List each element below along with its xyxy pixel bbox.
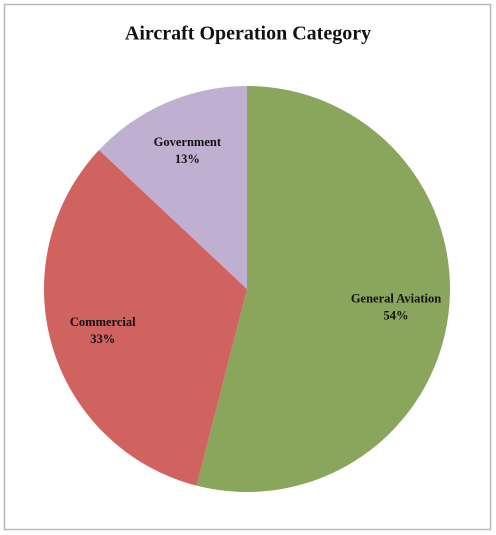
slice-label: General Aviation [351, 292, 441, 306]
slice-value-label: 54% [384, 309, 409, 323]
pie-slice [99, 86, 247, 289]
pie-slice [196, 86, 450, 492]
slice-value-label: 13% [175, 152, 200, 166]
chart-title: Aircraft Operation Category [125, 23, 371, 45]
slice-label: Government [154, 135, 222, 149]
pie-slice [44, 150, 248, 486]
slice-label: Commercial [70, 315, 136, 329]
slice-value-label: 33% [90, 332, 115, 346]
